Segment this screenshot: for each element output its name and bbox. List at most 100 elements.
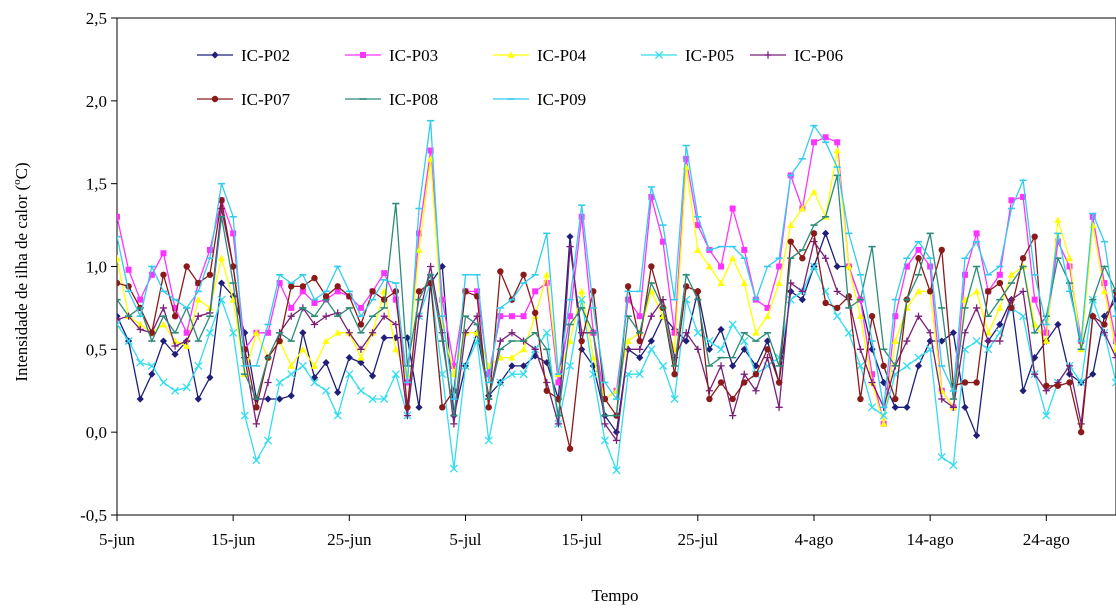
data-point xyxy=(1089,370,1097,378)
data-point xyxy=(555,379,562,386)
data-point xyxy=(1054,216,1062,223)
data-point xyxy=(775,403,783,411)
x-tick-label: 25-jul xyxy=(678,530,719,549)
data-point xyxy=(206,373,214,382)
data-point xyxy=(716,345,726,354)
data-point xyxy=(117,315,121,324)
data-point xyxy=(822,134,829,141)
data-point xyxy=(183,263,190,270)
data-point xyxy=(449,464,458,473)
data-point xyxy=(206,246,213,253)
data-point xyxy=(822,299,829,307)
x-tick-label: 5-jun xyxy=(99,530,135,549)
data-point xyxy=(834,304,841,312)
data-point xyxy=(821,229,830,237)
data-point xyxy=(821,254,830,262)
data-point xyxy=(136,395,144,403)
data-point xyxy=(903,403,911,411)
data-point xyxy=(554,420,563,428)
data-point xyxy=(589,362,597,370)
data-point xyxy=(683,155,690,162)
data-point xyxy=(1019,255,1027,262)
data-point xyxy=(508,354,516,361)
data-point xyxy=(253,404,260,411)
data-point xyxy=(1101,280,1108,287)
data-point xyxy=(543,387,551,394)
data-point xyxy=(1065,362,1074,370)
data-point xyxy=(125,266,132,273)
data-point xyxy=(264,378,272,387)
data-point xyxy=(137,296,144,303)
data-point xyxy=(740,370,748,378)
data-point xyxy=(404,404,411,411)
data-point xyxy=(357,304,364,311)
data-point xyxy=(159,304,168,312)
data-point xyxy=(322,293,330,300)
data-point xyxy=(299,329,307,337)
data-point xyxy=(117,213,120,220)
axes-layer: -0,5 0,0 0,5 1,0 1,5 2,0 2,5 5-jun 15-jun 25-jun 5… xyxy=(80,9,1070,549)
data-point xyxy=(439,404,446,411)
data-point xyxy=(996,279,1004,287)
data-point xyxy=(334,288,341,295)
data-point xyxy=(658,361,668,370)
data-point xyxy=(601,420,609,428)
data-point xyxy=(496,378,505,387)
data-point xyxy=(1008,304,1015,312)
x-tick-label: 5-jul xyxy=(449,530,481,549)
data-point xyxy=(624,345,632,353)
x-tick-label: 24-ago xyxy=(1023,530,1070,549)
data-point xyxy=(752,370,760,378)
data-point xyxy=(531,352,539,360)
data-point xyxy=(973,304,981,312)
data-point xyxy=(531,309,539,317)
data-point xyxy=(612,466,621,475)
data-point xyxy=(160,250,167,257)
data-point xyxy=(856,312,865,320)
data-point xyxy=(380,334,388,342)
data-point xyxy=(636,313,643,320)
data-point xyxy=(973,379,980,386)
x-tick-label: 15-jun xyxy=(211,530,256,549)
data-point xyxy=(949,461,958,470)
data-point xyxy=(217,279,226,287)
data-point xyxy=(972,336,981,346)
data-point xyxy=(1019,387,1027,395)
data-point xyxy=(368,394,377,404)
data-point xyxy=(519,362,528,370)
data-point xyxy=(1112,296,1116,304)
data-point xyxy=(647,312,655,320)
data-point xyxy=(299,288,306,295)
data-point xyxy=(439,296,446,303)
data-point xyxy=(565,361,575,370)
data-point xyxy=(659,238,666,245)
data-point xyxy=(740,279,748,286)
data-point xyxy=(856,361,865,370)
data-point xyxy=(136,358,145,367)
data-point xyxy=(322,386,331,395)
data-point xyxy=(578,337,585,345)
data-point xyxy=(345,354,353,362)
legend-item: IC-P08 xyxy=(345,90,438,109)
data-point xyxy=(705,262,714,270)
data-point xyxy=(322,312,330,320)
legend-label: IC-P06 xyxy=(794,46,843,65)
data-point xyxy=(903,263,910,270)
data-point xyxy=(636,354,644,362)
data-point xyxy=(996,337,1004,345)
data-point xyxy=(415,403,423,411)
data-point xyxy=(543,280,550,287)
data-point xyxy=(345,370,354,379)
data-point xyxy=(694,288,702,295)
data-point xyxy=(775,279,783,286)
data-point xyxy=(902,361,911,370)
data-point xyxy=(194,395,202,403)
data-point xyxy=(834,139,841,146)
data-point xyxy=(1077,428,1085,436)
data-point xyxy=(1019,287,1027,295)
data-point xyxy=(368,372,377,380)
data-point xyxy=(600,436,609,445)
data-point xyxy=(1043,329,1050,336)
data-point xyxy=(880,362,887,370)
data-point xyxy=(194,312,202,320)
